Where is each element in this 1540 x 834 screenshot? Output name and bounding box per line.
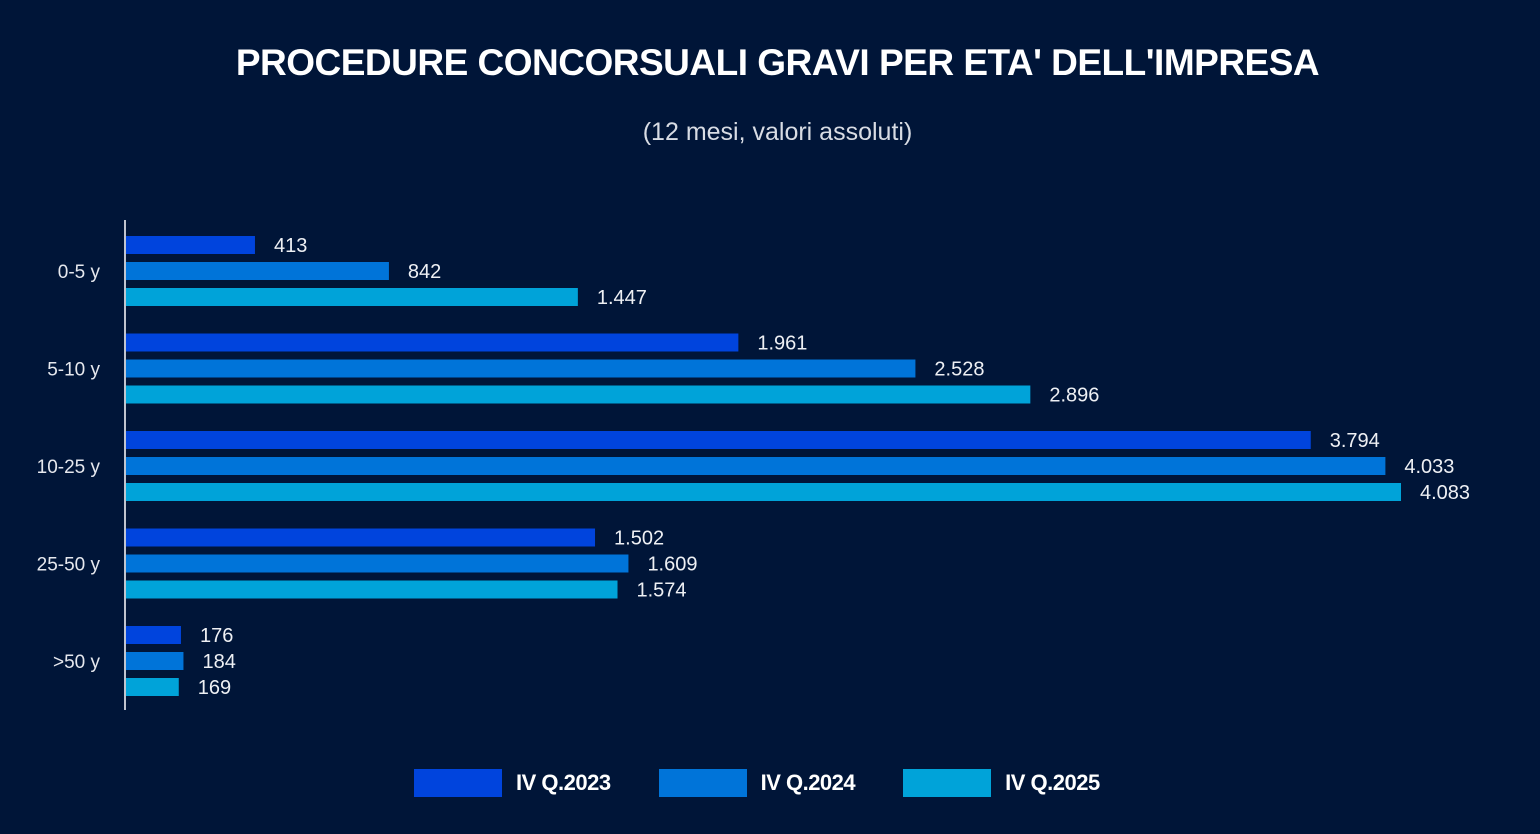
category-label: 10-25 y [37, 457, 101, 478]
bar[interactable] [126, 262, 389, 280]
data-label: 4.083 [1420, 482, 1470, 504]
legend-label-2023: IV Q.2023 [516, 770, 611, 795]
legend-swatch-2024 [658, 769, 747, 797]
legend-item-2025[interactable]: IV Q.2025 [903, 769, 1100, 797]
bar[interactable] [126, 457, 1386, 475]
legend-label-2025: IV Q.2025 [1005, 770, 1100, 795]
chart-title: PROCEDURE CONCORSUALI GRAVI PER ETA' DEL… [235, 42, 1320, 83]
category-label: >50 y [53, 652, 101, 673]
data-label: 1.609 [647, 554, 697, 576]
data-label: 1.502 [614, 528, 664, 550]
category-label: 25-50 y [37, 555, 101, 576]
legend: IV Q.2023 IV Q.2024 IV Q.2025 [414, 769, 1148, 797]
bars-layer [126, 236, 1401, 696]
bar[interactable] [126, 652, 184, 670]
legend-label-2024: IV Q.2024 [760, 770, 856, 795]
data-label: 2.528 [934, 359, 984, 381]
bar[interactable] [126, 333, 739, 352]
legend-swatch-2025 [903, 769, 992, 797]
legend-item-2024[interactable]: IV Q.2024 [658, 769, 856, 797]
bar[interactable] [126, 678, 179, 696]
bar[interactable] [126, 580, 618, 599]
data-label: 2.896 [1049, 385, 1099, 407]
data-label: 184 [202, 651, 235, 673]
data-label: 1.447 [597, 287, 647, 309]
legend-item-2023[interactable]: IV Q.2023 [414, 769, 611, 797]
category-label: 5-10 y [47, 360, 100, 381]
bar[interactable] [126, 385, 1031, 404]
bar[interactable] [126, 528, 596, 547]
legend-swatch-2023 [414, 769, 502, 797]
bar[interactable] [126, 554, 629, 573]
chart-subtitle: (12 mesi, valori assoluti) [642, 118, 913, 146]
data-label: 176 [200, 625, 233, 647]
category-label: 0-5 y [58, 262, 101, 283]
bar[interactable] [126, 483, 1401, 501]
bar[interactable] [126, 626, 181, 644]
data-label: 413 [274, 235, 307, 257]
data-label: 169 [198, 677, 231, 699]
bar[interactable] [126, 288, 578, 306]
bar[interactable] [126, 431, 1311, 449]
data-label: 1.961 [757, 333, 807, 355]
data-label: 3.794 [1330, 430, 1380, 452]
data-label: 842 [408, 261, 441, 283]
data-label: 1.574 [637, 580, 687, 602]
bar[interactable] [126, 359, 916, 378]
labels-layer: 0-5 y 413 842 1.447 5-10 y 1.961 2.528 2.896 10-… [37, 235, 1470, 699]
data-label: 4.033 [1404, 456, 1454, 478]
bar[interactable] [126, 236, 255, 254]
